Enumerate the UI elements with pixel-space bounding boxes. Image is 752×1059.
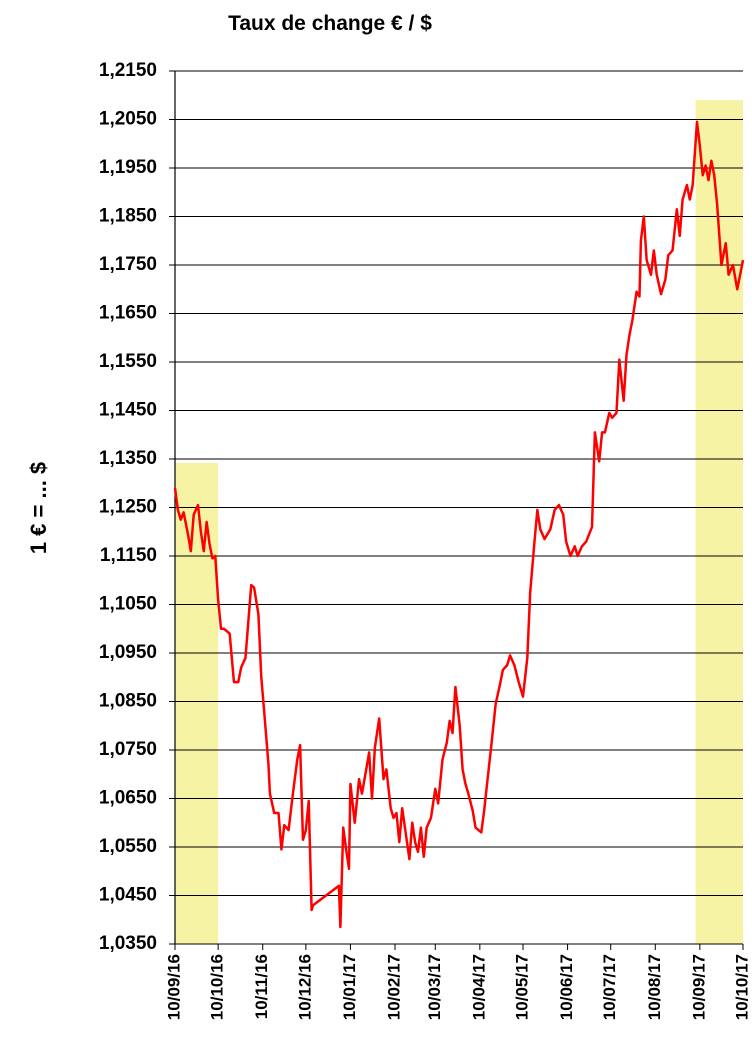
x-tick-label: 10/08/17	[645, 954, 664, 1020]
y-tick-label: 1,0750	[99, 739, 157, 760]
y-tick-label: 1,0550	[99, 836, 157, 857]
y-tick-label: 1,1350	[99, 448, 157, 469]
y-tick-label: 1,1250	[99, 497, 157, 518]
x-tick-label: 10/09/17	[689, 954, 708, 1020]
highlight-band	[175, 462, 219, 944]
y-tick-label: 1,0450	[99, 885, 157, 906]
x-tick-label: 10/07/17	[600, 954, 619, 1020]
x-tick-label: 10/12/16	[295, 954, 314, 1020]
y-tick-label: 1,0350	[99, 933, 157, 954]
x-tick-label: 10/10/17	[732, 954, 751, 1020]
y-tick-label: 1,0850	[99, 691, 157, 712]
y-tick-label: 1,2050	[99, 109, 157, 130]
y-tick-label: 1,2150	[99, 60, 157, 81]
x-tick-label: 10/06/17	[557, 954, 576, 1020]
y-tick-label: 1,1650	[99, 303, 157, 324]
y-tick-label: 1,1850	[99, 206, 157, 227]
y-tick-label: 1,0950	[99, 642, 157, 663]
y-tick-label: 1,1450	[99, 400, 157, 421]
chart-title: Taux de change € / $	[228, 12, 432, 35]
x-tick-label: 10/09/16	[164, 954, 183, 1020]
x-tick-label: 10/02/17	[384, 954, 403, 1020]
y-axis-label: 1 € = ... $	[26, 462, 51, 554]
y-tick-label: 1,1550	[99, 351, 157, 372]
x-tick-label: 10/05/17	[512, 954, 531, 1020]
y-tick-label: 1,1750	[99, 254, 157, 275]
x-tick-label: 10/10/16	[208, 954, 227, 1020]
x-tick-label: 10/03/17	[425, 954, 444, 1020]
y-tick-label: 1,1050	[99, 594, 157, 615]
y-tick-label: 1,1150	[100, 545, 157, 566]
y-tick-label: 1,1950	[99, 157, 157, 178]
x-tick-label: 10/11/16	[252, 954, 271, 1019]
data-line	[173, 120, 745, 929]
x-tick-label: 10/01/17	[340, 954, 359, 1020]
x-tick-label: 10/04/17	[469, 954, 488, 1020]
y-tick-label: 1,0650	[99, 788, 157, 809]
